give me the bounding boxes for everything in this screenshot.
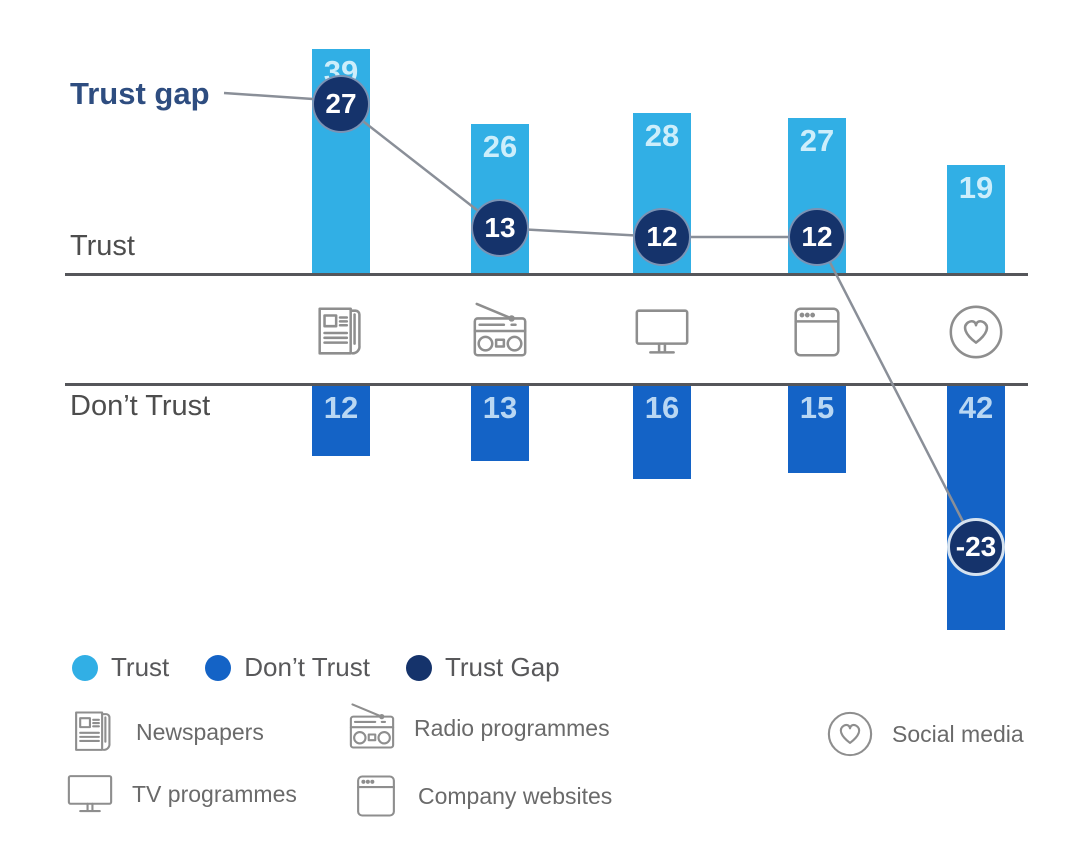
dont-trust-bar-tv: 16	[633, 386, 691, 479]
dont-trust-axis-label: Don’t Trust	[70, 390, 211, 422]
tv-icon	[64, 768, 116, 820]
trust-gap-legend-dot-icon	[405, 654, 432, 681]
legend-label: Don’t Trust	[244, 652, 370, 682]
dont-trust-bar-newspapers: 12	[312, 386, 370, 456]
trust-axis-line	[65, 273, 1028, 276]
icon-legend-newspapers: Newspapers	[68, 706, 264, 758]
trust-bar-social-media: 19	[947, 165, 1005, 275]
icon-legend-social-media: Social media	[824, 708, 1024, 760]
browser-icon	[350, 770, 402, 822]
series-legend: Trust Don’t Trust Trust Gap	[72, 652, 560, 683]
trust-gap-marker-company-websites: 12	[788, 208, 846, 266]
trust-value: 27	[799, 123, 835, 158]
dont-trust-bar-company-websites: 15	[788, 386, 846, 473]
browser-icon	[786, 301, 848, 363]
legend-item-trust-gap: Trust Gap	[405, 652, 560, 683]
dont-trust-bar-social-media: 42	[947, 386, 1005, 630]
heart-circle-icon	[824, 708, 876, 760]
trust-gap-value: 13	[484, 212, 516, 243]
icon-legend-label: Company websites	[418, 782, 613, 809]
trust-gap-marker-tv: 12	[633, 208, 691, 266]
trust-gap-value: 12	[801, 221, 833, 252]
dont-trust-legend-dot-icon	[205, 654, 232, 681]
trust-value: 19	[958, 170, 994, 205]
trust-gap-value: 27	[325, 88, 357, 119]
legend-label: Trust	[111, 652, 170, 682]
trust-gap-value: 12	[646, 221, 678, 252]
trust-gap-axis-label: Trust gap	[70, 76, 210, 111]
trust-value: 28	[644, 118, 680, 153]
legend-item-trust: Trust	[72, 652, 169, 683]
radio-icon	[346, 702, 398, 754]
icon-legend-company-websites: Company websites	[350, 770, 612, 822]
trust-axis-label: Trust	[70, 230, 135, 262]
trust-gap-marker-radio: 13	[471, 199, 529, 257]
dont-trust-value: 42	[958, 390, 994, 425]
dont-trust-value: 13	[482, 390, 518, 425]
tv-icon	[631, 301, 693, 363]
trust-gap-pointer-line	[223, 91, 314, 101]
icon-legend-label: Radio programmes	[414, 714, 610, 741]
trust-gap-marker-social-media: -23	[947, 518, 1005, 576]
trust-value: 26	[482, 129, 518, 164]
legend-label: Trust Gap	[444, 652, 560, 682]
icon-legend-label: TV programmes	[132, 780, 297, 807]
icon-legend-radio: Radio programmes	[346, 702, 610, 754]
icon-legend-label: Newspapers	[136, 718, 264, 745]
heart-circle-icon	[945, 301, 1007, 363]
dont-trust-bar-radio: 13	[471, 386, 529, 461]
newspaper-icon	[310, 301, 372, 363]
legend-item-dont-trust: Don’t Trust	[205, 652, 370, 683]
dont-trust-value: 12	[323, 390, 359, 425]
icon-legend-label: Social media	[892, 720, 1024, 747]
newspaper-icon	[68, 706, 120, 758]
trust-gap-marker-newspapers: 27	[312, 75, 370, 133]
icon-legend-tv: TV programmes	[64, 768, 297, 820]
radio-icon	[469, 301, 531, 363]
dont-trust-value: 16	[644, 390, 680, 425]
trust-gap-value: -23	[955, 531, 997, 562]
trust-legend-dot-icon	[72, 654, 98, 681]
dont-trust-value: 15	[799, 390, 835, 425]
dont-trust-axis-line	[65, 383, 1028, 386]
